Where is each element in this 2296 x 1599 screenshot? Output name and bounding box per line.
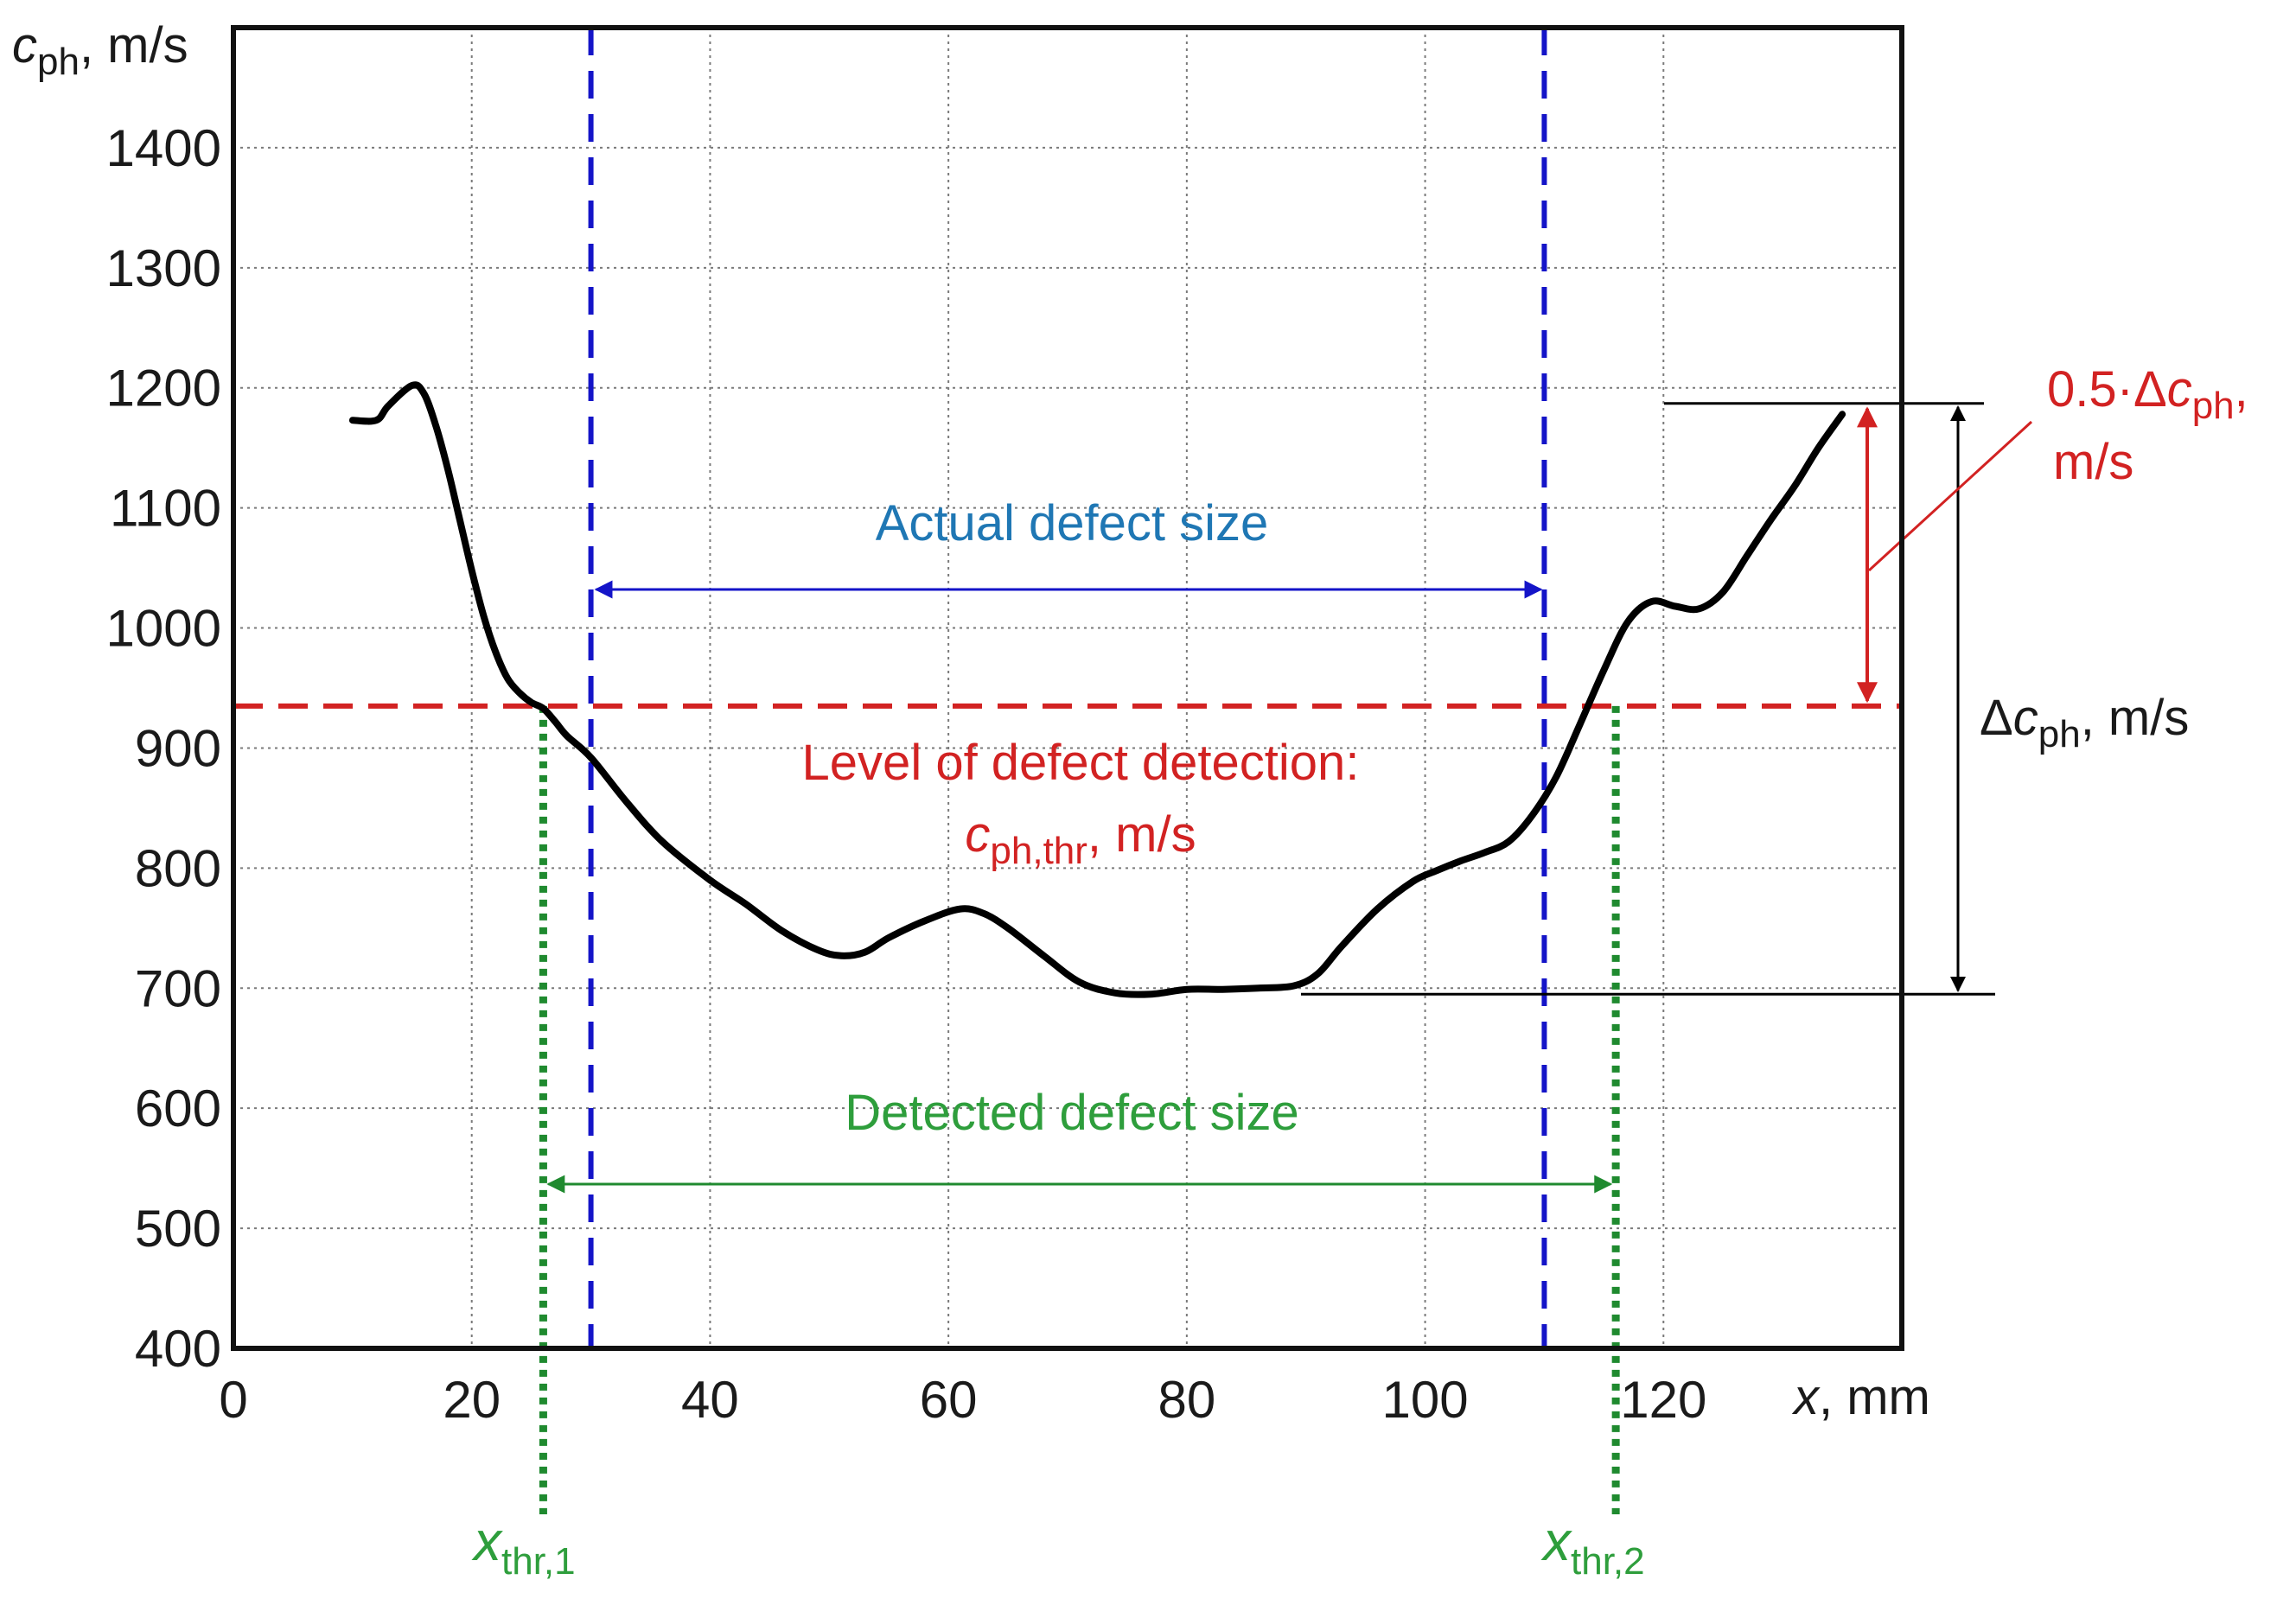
y-tick-label: 900 <box>135 719 221 777</box>
x-tick-label: 20 <box>443 1371 501 1429</box>
x-tick-labels: 0 20 40 60 80 100 120 <box>219 1371 1706 1429</box>
series-line <box>348 381 1846 998</box>
detected-defect-size-label: Detected defect size <box>845 1085 1299 1141</box>
y-tick-label: 1200 <box>106 360 221 417</box>
x-thr-1-label: xthr,1 <box>471 1510 576 1583</box>
x-tick-label: 0 <box>219 1371 247 1429</box>
half-delta-label: 0.5·Δcph, <box>2047 361 2248 427</box>
detection-level-symbol: cph,thr, m/s <box>965 806 1196 872</box>
x-thr-2-label: xthr,2 <box>1540 1510 1645 1583</box>
x-tick-label: 40 <box>681 1371 739 1429</box>
x-tick-label: 120 <box>1620 1371 1706 1429</box>
detection-level-label: Level of defect detection: <box>802 735 1360 791</box>
y-axis-title: cph, m/s <box>12 17 188 83</box>
x-axis-title: x, mm <box>1791 1369 1930 1425</box>
plot-frame-rect <box>231 25 1904 1351</box>
y-tick-label: 400 <box>135 1320 221 1378</box>
y-tick-labels: 400 500 600 700 800 900 1000 1100 1200 1300 1400 <box>106 119 221 1378</box>
grid <box>233 28 1902 1348</box>
y-tick-label: 800 <box>135 839 221 897</box>
x-tick-label: 100 <box>1382 1371 1469 1429</box>
x-tick-label: 60 <box>920 1371 978 1429</box>
half-delta-leader <box>1867 420 2033 572</box>
delta-label: Δcph, m/s <box>1980 690 2189 755</box>
plot-frame <box>231 25 1904 1351</box>
actual-defect-size-label: Actual defect size <box>876 495 1269 551</box>
x-tick-label: 80 <box>1158 1371 1215 1429</box>
series-layer <box>348 381 1846 998</box>
y-tick-label: 1300 <box>106 239 221 297</box>
y-tick-label: 1400 <box>106 119 221 177</box>
y-tick-label: 700 <box>135 959 221 1017</box>
y-tick-label: 600 <box>135 1080 221 1137</box>
y-tick-label: 1100 <box>110 480 221 538</box>
reference-lines <box>233 28 2033 1514</box>
y-tick-label: 500 <box>135 1200 221 1258</box>
y-tick-label: 1000 <box>106 600 221 658</box>
half-delta-unit: m/s <box>2053 434 2133 490</box>
